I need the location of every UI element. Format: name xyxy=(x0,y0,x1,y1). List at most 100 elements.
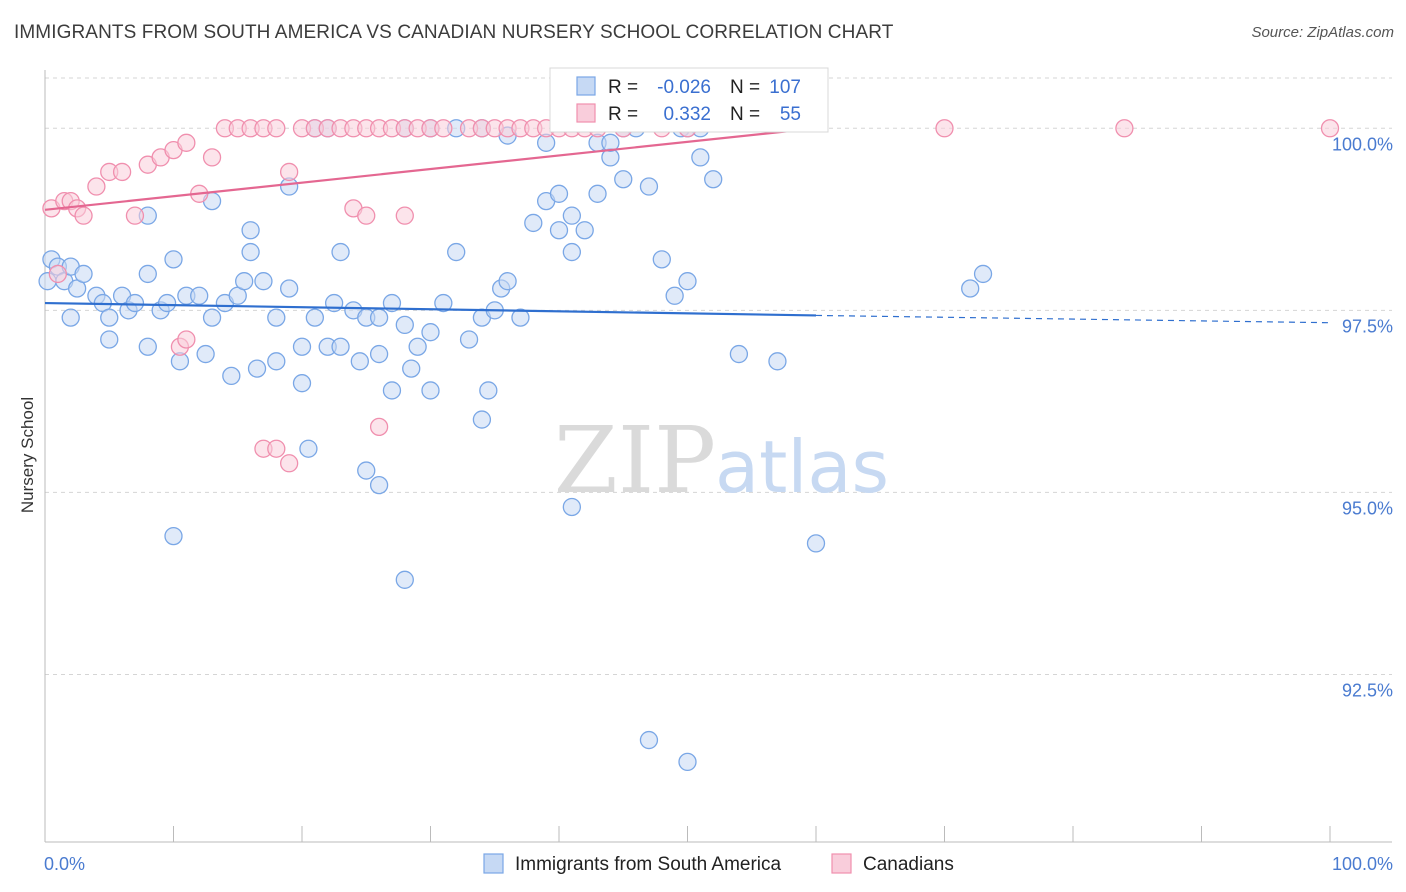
data-point-immigrants xyxy=(678,272,697,291)
data-point-immigrants xyxy=(511,308,530,327)
data-point-immigrants xyxy=(369,308,389,327)
y-axis-title: Nursery School xyxy=(18,397,37,513)
data-point-immigrants xyxy=(279,279,299,298)
data-point-canadians xyxy=(935,119,954,138)
data-point-canadians xyxy=(357,206,376,225)
data-point-canadians xyxy=(125,206,145,225)
data-point-immigrants xyxy=(408,337,427,356)
data-point-immigrants xyxy=(601,133,620,152)
y-tick-label: 100.0% xyxy=(1332,134,1393,154)
data-point-canadians xyxy=(279,454,299,473)
y-tick-label: 97.5% xyxy=(1342,316,1393,336)
data-point-immigrants xyxy=(768,352,787,371)
data-point-canadians xyxy=(369,417,389,437)
data-point-immigrants xyxy=(164,250,183,269)
data-point-immigrants xyxy=(459,330,479,349)
data-point-immigrants xyxy=(498,272,517,291)
data-point-immigrants xyxy=(524,213,543,233)
data-point-immigrants xyxy=(267,308,286,327)
data-point-immigrants xyxy=(729,344,749,364)
data-point-canadians xyxy=(1320,119,1340,138)
data-point-immigrants xyxy=(395,315,414,335)
data-point-immigrants xyxy=(434,293,453,313)
stats-n-value-blue: 107 xyxy=(769,77,801,98)
data-point-immigrants xyxy=(267,352,286,371)
data-point-immigrants xyxy=(588,184,607,203)
data-point-immigrants xyxy=(61,308,80,327)
trend-line-canadians xyxy=(44,127,817,211)
trend-line-immigrants-extension xyxy=(815,314,1331,324)
legend-label-blue: Immigrants from South America xyxy=(515,854,782,875)
y-tick-label: 95.0% xyxy=(1342,498,1393,518)
data-point-immigrants xyxy=(196,344,215,364)
stats-n-label-blue: N = xyxy=(730,77,760,98)
tick-labels: 92.5% 95.0% 97.5% 100.0% 0.0% 100.0% xyxy=(44,134,1393,874)
data-point-immigrants xyxy=(704,170,723,189)
watermark-atlas: atlas xyxy=(715,425,889,509)
x-tick-label: 100.0% xyxy=(1332,854,1393,874)
data-point-immigrants xyxy=(549,221,569,240)
data-point-immigrants xyxy=(806,534,826,553)
data-point-immigrants xyxy=(100,308,119,327)
data-point-immigrants xyxy=(157,293,177,313)
grid-lines xyxy=(45,77,1392,675)
data-point-canadians xyxy=(177,330,196,349)
data-point-immigrants xyxy=(331,242,350,262)
legend: Immigrants from South America Canadians xyxy=(483,853,954,875)
y-tick-label: 92.5% xyxy=(1342,680,1393,700)
stats-n-value-pink: 55 xyxy=(780,104,801,125)
data-point-immigrants xyxy=(331,337,350,356)
data-point-immigrants xyxy=(973,264,993,284)
stats-n-label-pink: N = xyxy=(730,104,760,125)
data-point-immigrants xyxy=(382,293,402,313)
source-credit: Source: ZipAtlas.com xyxy=(1251,24,1394,41)
data-point-immigrants xyxy=(247,359,267,378)
x-tick-label: 0.0% xyxy=(44,854,85,874)
data-point-canadians xyxy=(87,177,106,196)
axes xyxy=(44,70,1392,843)
data-point-immigrants xyxy=(324,293,344,313)
data-point-immigrants xyxy=(447,242,466,262)
data-point-immigrants xyxy=(472,410,492,429)
data-point-immigrants xyxy=(357,461,376,480)
data-point-immigrants xyxy=(549,184,569,203)
data-point-canadians xyxy=(395,206,414,225)
data-point-immigrants xyxy=(241,242,260,262)
data-point-immigrants xyxy=(138,337,157,356)
legend-swatch-blue xyxy=(483,853,504,874)
data-point-immigrants xyxy=(202,308,222,327)
data-point-immigrants xyxy=(639,177,659,196)
stats-r-label-blue: R = xyxy=(608,77,638,98)
stats-swatch-pink xyxy=(576,103,596,123)
data-point-immigrants xyxy=(665,286,684,305)
legend-label-pink: Canadians xyxy=(863,854,954,875)
data-point-canadians xyxy=(202,148,222,167)
stats-r-value-pink: 0.332 xyxy=(663,104,711,125)
data-point-immigrants xyxy=(369,475,389,495)
data-point-immigrants xyxy=(382,381,402,400)
trend-line-immigrants xyxy=(44,301,817,317)
data-point-canadians xyxy=(48,264,67,284)
data-point-immigrants xyxy=(402,359,421,378)
data-point-immigrants xyxy=(190,286,209,305)
data-point-immigrants xyxy=(292,337,312,356)
stats-box-frame xyxy=(549,67,829,133)
data-point-canadians xyxy=(434,119,453,138)
data-point-immigrants xyxy=(562,206,581,225)
data-point-immigrants xyxy=(222,366,241,386)
data-point-canadians xyxy=(1115,119,1134,138)
data-point-immigrants xyxy=(479,381,498,400)
data-point-immigrants xyxy=(562,497,581,517)
stats-box: R = -0.026 N = 107 R = 0.332 N = 55 xyxy=(549,67,829,133)
data-point-immigrants xyxy=(138,264,157,284)
chart-title: IMMIGRANTS FROM SOUTH AMERICA VS CANADIA… xyxy=(14,22,894,43)
data-point-immigrants xyxy=(614,170,633,189)
data-point-immigrants xyxy=(639,730,659,750)
stats-swatch-blue xyxy=(576,76,596,96)
data-point-immigrants xyxy=(74,264,93,284)
data-point-immigrants xyxy=(350,352,369,371)
stats-r-label-pink: R = xyxy=(608,104,638,125)
data-point-immigrants xyxy=(961,279,980,298)
data-point-immigrants xyxy=(691,148,710,167)
